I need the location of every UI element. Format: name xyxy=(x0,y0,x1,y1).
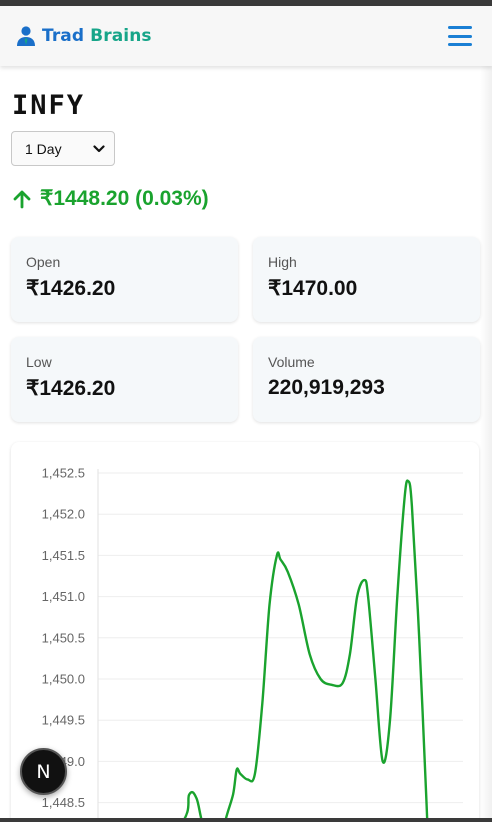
stat-card-high: High ₹1470.00 xyxy=(253,237,480,322)
brand-logo[interactable]: Trad Brains xyxy=(16,25,152,47)
stat-card-volume: Volume 220,919,293 xyxy=(253,337,480,422)
stat-value: ₹1426.20 xyxy=(26,377,116,400)
menu-bar xyxy=(448,26,472,29)
window-bottom-edge xyxy=(0,818,492,822)
stat-label: Low xyxy=(26,354,52,370)
y-tick-label: 1,448.5 xyxy=(42,795,85,810)
time-range-value: 1 Day xyxy=(25,140,62,157)
stat-value: 220,919,293 xyxy=(268,376,385,399)
n-badge-button[interactable]: N xyxy=(20,748,67,795)
arrow-up-icon xyxy=(13,190,31,208)
stat-value: ₹1470.00 xyxy=(268,277,358,300)
price-chart: 1,452.5 1,452.0 1,451.5 1,451.0 1,450.5 1,450… xyxy=(42,466,463,822)
scroll-shadow xyxy=(480,66,492,822)
y-tick-label: 1,451.5 xyxy=(42,548,85,563)
hamburger-menu-icon[interactable] xyxy=(448,26,472,46)
stat-card-open: Open ₹1426.20 xyxy=(11,237,238,322)
y-tick-label: 1,450.0 xyxy=(42,672,85,687)
menu-bar xyxy=(448,34,472,38)
stat-value: ₹1426.20 xyxy=(26,277,116,300)
brand-name: Trad Brains xyxy=(42,26,152,46)
price-change-text: ₹1448.20 (0.03%) xyxy=(40,187,209,210)
stock-symbol: INFY xyxy=(12,90,86,121)
n-badge-letter: N xyxy=(36,760,51,783)
user-icon xyxy=(17,26,35,46)
brand-name-second: Brains xyxy=(90,26,152,46)
stat-label: Volume xyxy=(268,354,315,370)
y-tick-label: 1,450.5 xyxy=(42,630,85,645)
stat-card-low: Low ₹1426.20 xyxy=(11,337,238,422)
time-range-select[interactable]: 1 Day xyxy=(11,131,115,166)
stat-label: High xyxy=(268,254,297,270)
y-tick-label: 1,452.5 xyxy=(42,466,85,481)
window-top-edge xyxy=(0,0,492,6)
menu-bar xyxy=(448,43,472,46)
y-tick-label: 1,449.5 xyxy=(42,713,85,728)
price-chart-card: 1,452.5 1,452.0 1,451.5 1,451.0 1,450.5 1,450… xyxy=(11,442,479,822)
brand-name-first: Trad xyxy=(42,26,91,46)
y-tick-label: 1,452.0 xyxy=(42,507,85,522)
chevron-down-icon xyxy=(93,144,105,152)
y-tick-label: 1,451.0 xyxy=(42,589,85,604)
site-header: Trad Brains xyxy=(0,6,492,66)
stat-label: Open xyxy=(26,254,61,270)
price-series-line xyxy=(180,479,429,822)
price-change: ₹1448.20 (0.03%) xyxy=(12,186,209,211)
